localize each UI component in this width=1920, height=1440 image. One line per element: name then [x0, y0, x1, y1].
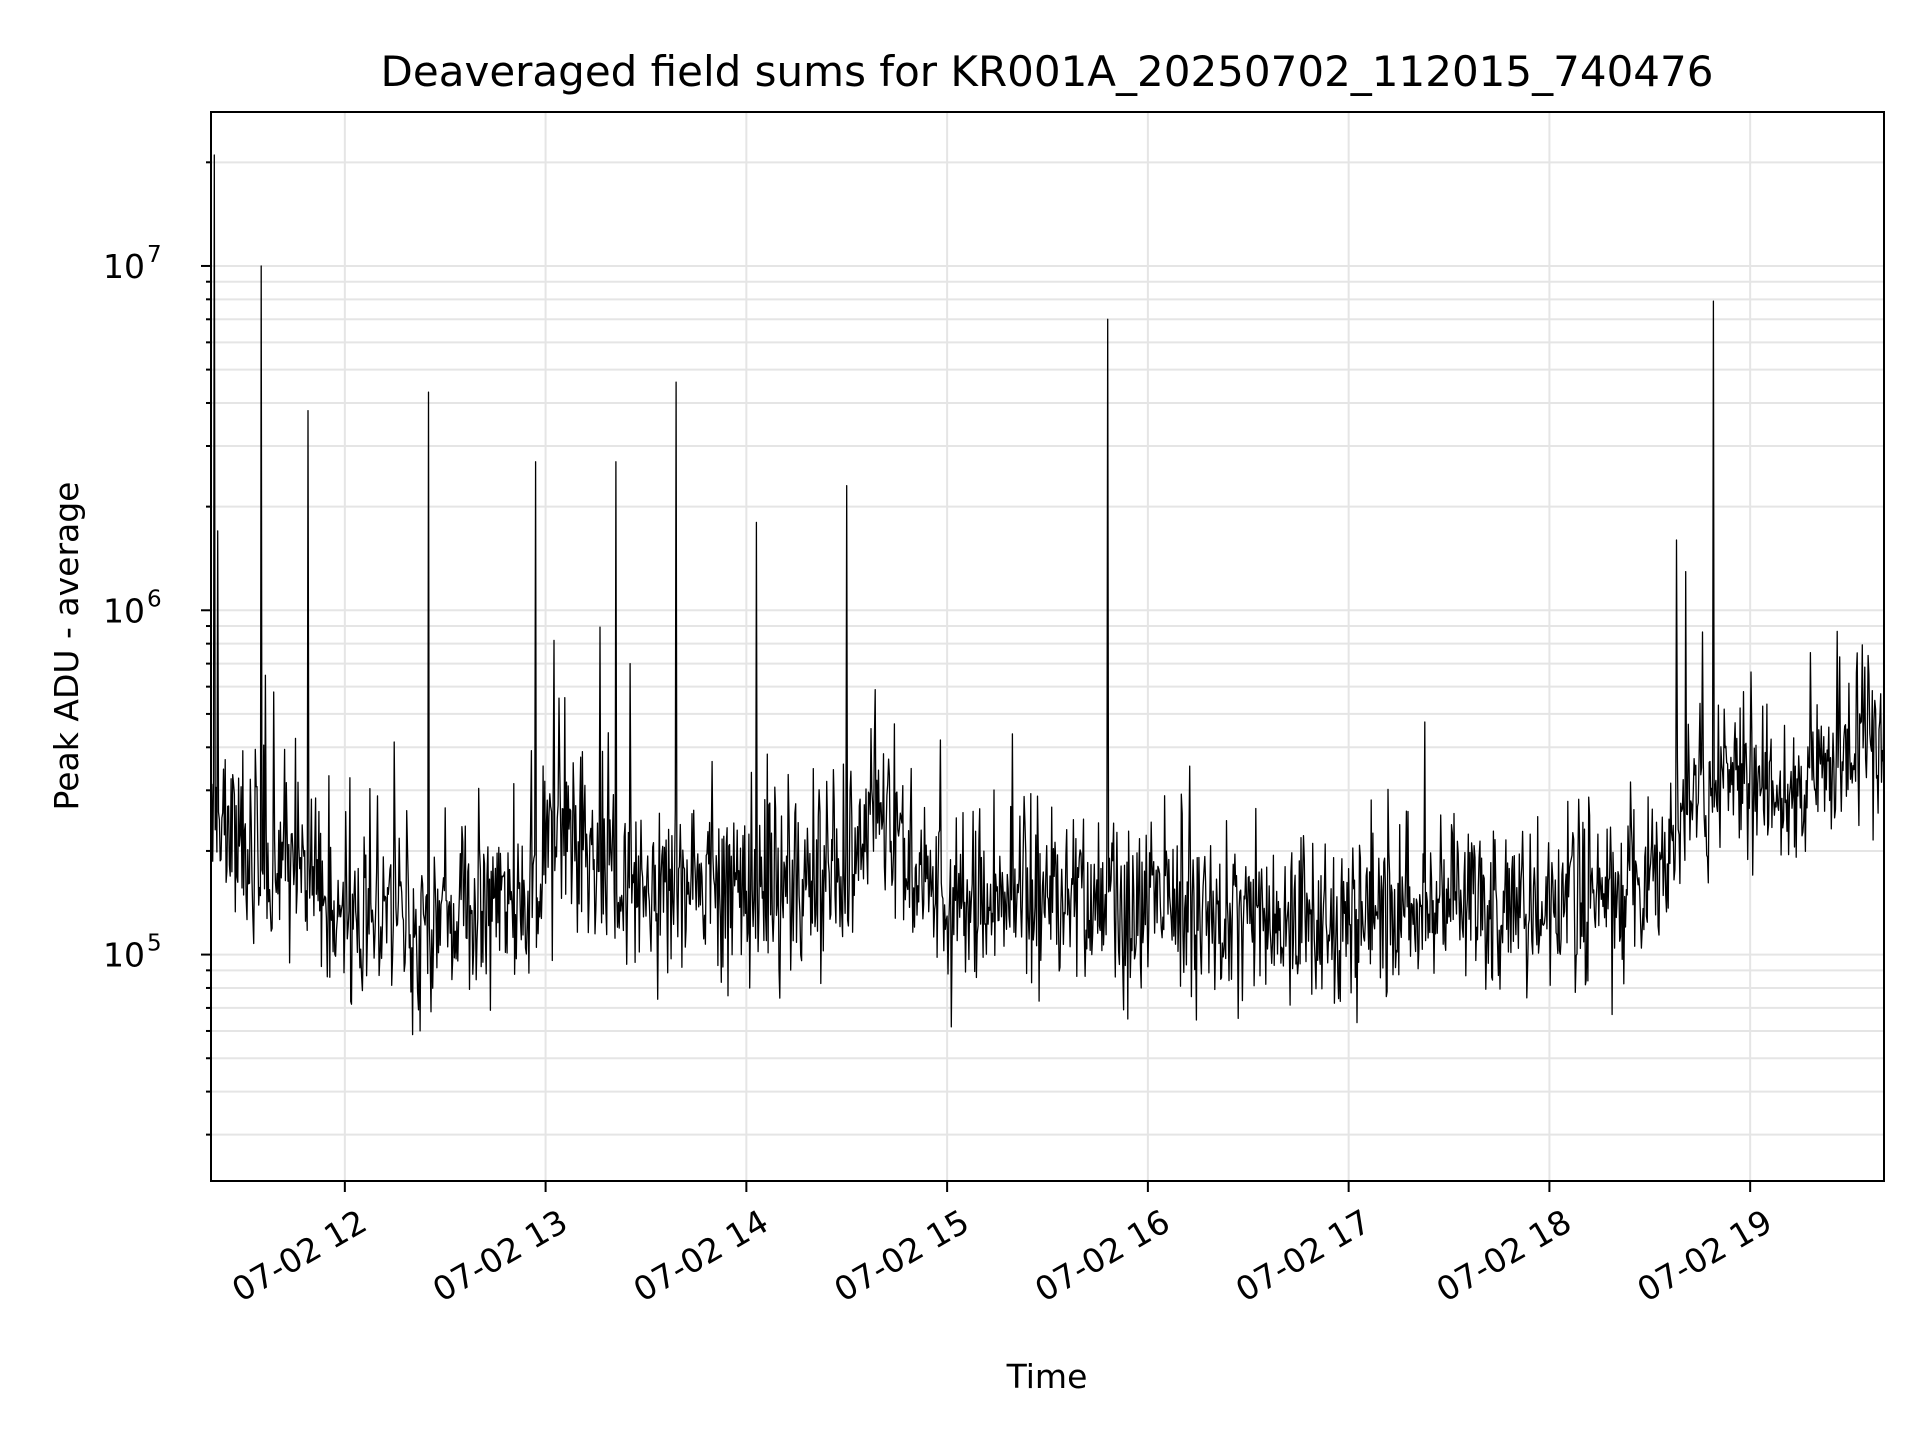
- y-tick-label: 10: [103, 936, 145, 975]
- y-axis-label: Peak ADU - average: [47, 482, 86, 811]
- y-tick-base: 10: [103, 936, 145, 975]
- plot-frame: [210, 111, 1885, 1182]
- y-tick-exponent: 7: [147, 242, 162, 268]
- data-series: [210, 154, 1885, 1036]
- y-tick-exponent: 6: [147, 586, 162, 612]
- grid: [211, 112, 1884, 1181]
- y-tick-label: 10: [103, 591, 145, 630]
- y-tick-label: 10: [103, 247, 145, 286]
- series-line: [210, 154, 1885, 1036]
- x-axis-label: Time: [1006, 1357, 1088, 1396]
- y-tick-base: 10: [103, 247, 145, 286]
- y-tick-exponent: 5: [147, 931, 162, 957]
- y-tick-base: 10: [103, 591, 145, 630]
- chart-title: Deaveraged field sums for KR001A_2025070…: [381, 47, 1714, 96]
